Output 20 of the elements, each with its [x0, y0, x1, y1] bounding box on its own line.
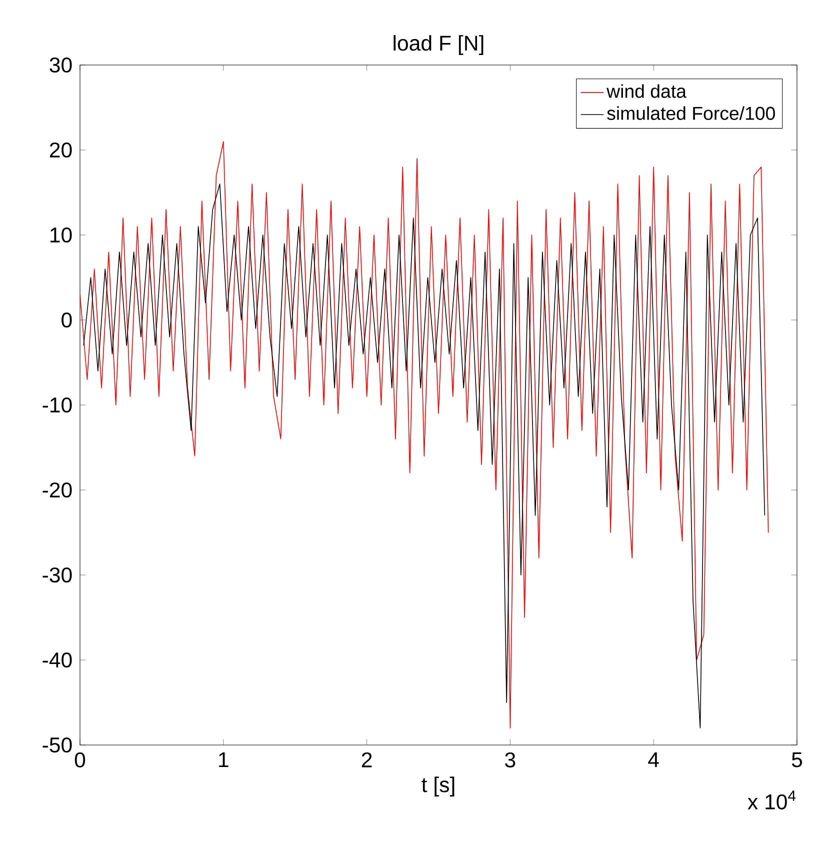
chart-title: load F [N] [394, 35, 484, 55]
x-tick-label: 3 [505, 752, 516, 768]
x-tick-label: 5 [792, 752, 802, 768]
y-tick-label: -50 [42, 737, 72, 753]
y-tick-label: 0 [62, 312, 72, 328]
x-tick-label: 1 [219, 752, 228, 768]
y-tick-label: -40 [42, 652, 72, 668]
y-tick-label: -20 [42, 482, 72, 498]
x-tick-label: 4 [648, 752, 659, 768]
y-tick-label: 30 [50, 57, 72, 73]
y-tick-label: -10 [42, 397, 72, 413]
y-tick-label: 20 [50, 142, 72, 158]
text: x 10$^{4}$ [748, 790, 796, 810]
x-tick-label: 2 [362, 752, 372, 768]
x-axis-title: t [s] [422, 776, 454, 797]
y-tick-label: 10 [50, 227, 72, 243]
x-tick-label: 0 [74, 752, 86, 768]
legend-label: simulated Force/100 [607, 106, 775, 120]
legend-label: wind data [606, 84, 686, 98]
y-tick-label: -30 [42, 567, 72, 583]
